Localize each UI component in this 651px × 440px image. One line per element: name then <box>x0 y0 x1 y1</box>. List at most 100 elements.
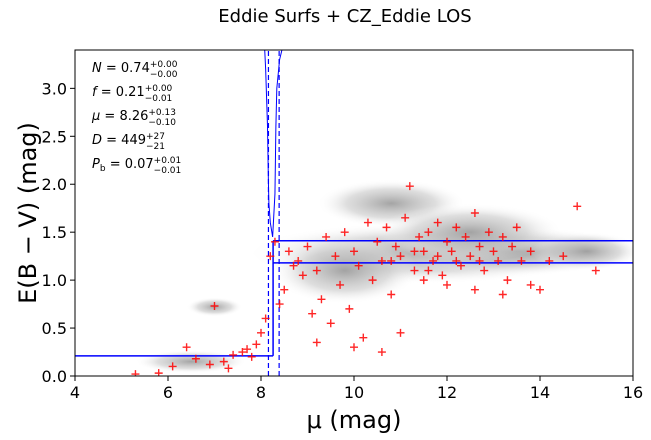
scatter-point-59 <box>466 252 475 261</box>
scatter-point-10 <box>238 348 247 357</box>
scatter-point-68 <box>508 242 517 251</box>
y-tick-label-0: 0.0 <box>42 367 67 386</box>
scatter-point-66 <box>498 232 507 241</box>
scatter-point-21 <box>289 261 298 270</box>
scatter-point-24 <box>303 242 312 251</box>
x-tick-label-14: 14 <box>530 383 550 402</box>
scatter-point-90 <box>424 266 433 275</box>
step-model <box>75 50 633 376</box>
annotation-lower-4: −0.01 <box>154 166 182 176</box>
scatter-points <box>131 182 600 376</box>
annotation-lower-2: −0.10 <box>148 118 176 128</box>
scatter-point-0 <box>131 370 140 376</box>
x-tick-label-12: 12 <box>437 383 457 402</box>
scatter-point-56 <box>452 223 461 232</box>
scatter-point-11 <box>243 345 252 354</box>
annotation-lower-0: −0.00 <box>150 70 178 80</box>
scatter-point-41 <box>382 223 391 232</box>
scatter-point-81 <box>419 276 428 285</box>
scatter-point-32 <box>340 228 349 237</box>
scatter-point-43 <box>391 242 400 251</box>
scatter-point-29 <box>326 319 335 328</box>
scatter-point-16 <box>266 252 275 261</box>
y-tick-label-0.5: 0.5 <box>42 319 67 338</box>
scatter-point-35 <box>354 261 363 270</box>
annotation-0: N = 0.74+0.00 <box>92 60 178 76</box>
scatter-point-31 <box>336 280 345 289</box>
y-tick-label-3: 3.0 <box>42 79 67 98</box>
scatter-point-85 <box>526 280 535 289</box>
scatter-point-18 <box>275 300 284 309</box>
scatter-point-84 <box>498 290 507 299</box>
posterior-curve <box>264 50 283 238</box>
scatter-point-80 <box>396 328 405 337</box>
scatter-point-7 <box>219 357 228 366</box>
scatter-point-48 <box>415 232 424 241</box>
scatter-point-83 <box>470 285 479 294</box>
scatter-point-3 <box>182 343 191 352</box>
annotation-4: Pb = 0.07+0.01 <box>92 156 181 174</box>
scatter-point-77 <box>312 338 321 347</box>
scatter-point-53 <box>438 271 447 280</box>
scatter-point-55 <box>447 247 456 256</box>
scatter-point-42 <box>387 290 396 299</box>
density-blob-4 <box>377 203 564 261</box>
scatter-point-47 <box>410 266 419 275</box>
scatter-point-5 <box>205 360 214 369</box>
scatter-point-23 <box>298 271 307 280</box>
scatter-point-64 <box>489 247 498 256</box>
scatter-point-8 <box>224 364 233 373</box>
scatter-point-34 <box>350 247 358 256</box>
plot-area <box>75 50 633 376</box>
scatter-point-91 <box>475 256 484 265</box>
scatter-point-4 <box>191 354 200 363</box>
scatter-point-40 <box>377 256 386 265</box>
scatter-point-50 <box>424 228 433 237</box>
annotation-lower-3: −21 <box>146 142 165 152</box>
scatter-point-79 <box>377 348 386 357</box>
annotation-lower-1: −0.01 <box>145 94 173 104</box>
density-blob-2 <box>270 236 420 305</box>
density-background <box>135 179 633 374</box>
scatter-point-17 <box>270 237 279 246</box>
x-tick-label-4: 4 <box>70 383 80 402</box>
scatter-point-6 <box>210 302 219 311</box>
scatter-point-27 <box>317 295 326 304</box>
scatter-point-46 <box>405 182 414 191</box>
scatter-point-14 <box>257 328 265 337</box>
scatter-point-75 <box>573 202 582 211</box>
scatter-point-44 <box>396 252 405 261</box>
scatter-point-89 <box>410 247 419 256</box>
x-axis: 4 6 8 10 12 14 16 <box>70 376 643 402</box>
scatter-point-67 <box>503 276 512 285</box>
scatter-point-76 <box>591 266 600 275</box>
scatter-point-78 <box>350 343 358 352</box>
x-tick-label-10: 10 <box>344 383 364 402</box>
scatter-point-62 <box>480 266 489 275</box>
scatter-point-65 <box>494 256 503 265</box>
scatter-point-54 <box>443 237 451 246</box>
scatter-point-52 <box>433 218 442 227</box>
scatter-point-13 <box>252 340 261 349</box>
scatter-point-71 <box>526 247 535 256</box>
scatter-point-74 <box>559 252 568 261</box>
scatter-point-36 <box>359 333 368 342</box>
scatter-point-28 <box>322 232 331 241</box>
scatter-point-63 <box>484 228 493 237</box>
annotation-1: f = 0.21+0.00 <box>92 84 173 100</box>
y-tick-label-2.5: 2.5 <box>42 127 67 146</box>
x-tick-label-6: 6 <box>163 383 173 402</box>
scatter-point-49 <box>419 247 428 256</box>
density-blob-6 <box>530 232 633 271</box>
scatter-point-33 <box>345 304 354 313</box>
scatter-point-82 <box>443 280 451 289</box>
y-tick-label-1.5: 1.5 <box>42 223 67 242</box>
scatter-point-20 <box>284 247 293 256</box>
scatter-point-25 <box>308 309 317 318</box>
y-axis-label: E(B − V) (mag) <box>14 122 42 304</box>
fit-annotations: N = 0.74+0.00−0.00f = 0.21+0.00−0.01μ = … <box>91 60 181 176</box>
scatter-point-12 <box>247 352 256 361</box>
chart-title: Eddie Surfs + CZ_Eddie LOS <box>218 6 471 27</box>
y-tick-label-1: 1.0 <box>42 271 67 290</box>
scatter-point-73 <box>545 256 554 265</box>
